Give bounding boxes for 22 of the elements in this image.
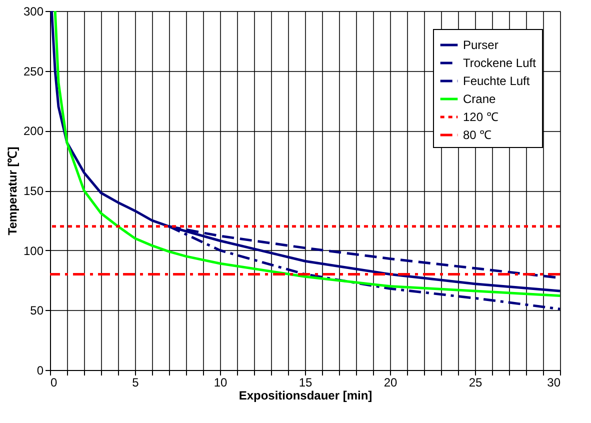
- y-tick-label: 300: [23, 4, 44, 18]
- x-tick-label: 15: [298, 376, 312, 390]
- legend-label: Crane: [463, 92, 496, 106]
- y-tick-label: 200: [23, 124, 44, 138]
- y-tick-label: 0: [36, 364, 44, 378]
- legend-label: Feuchte Luft: [463, 74, 530, 88]
- x-tick-label: 0: [50, 376, 58, 390]
- y-tick-label: 50: [30, 304, 44, 318]
- x-tick-label: 5: [132, 376, 140, 390]
- x-tick-label: 25: [468, 376, 482, 390]
- x-tick-label: 30: [547, 376, 561, 390]
- y-axis-title: Temperatur [℃]: [5, 146, 20, 236]
- x-tick-label: 20: [384, 376, 398, 390]
- y-tick-label: 250: [23, 64, 44, 78]
- legend-label: Purser: [463, 38, 498, 52]
- y-tick-label: 100: [23, 244, 44, 258]
- x-axis-title: Expositionsdauer [min]: [238, 388, 372, 402]
- x-tick-label: 10: [214, 376, 228, 390]
- legend-label: 120 ℃: [463, 110, 498, 124]
- legend-label: 80 ℃: [463, 128, 492, 142]
- legend-label: Trockene Luft: [463, 56, 537, 70]
- y-tick-label: 150: [23, 184, 44, 198]
